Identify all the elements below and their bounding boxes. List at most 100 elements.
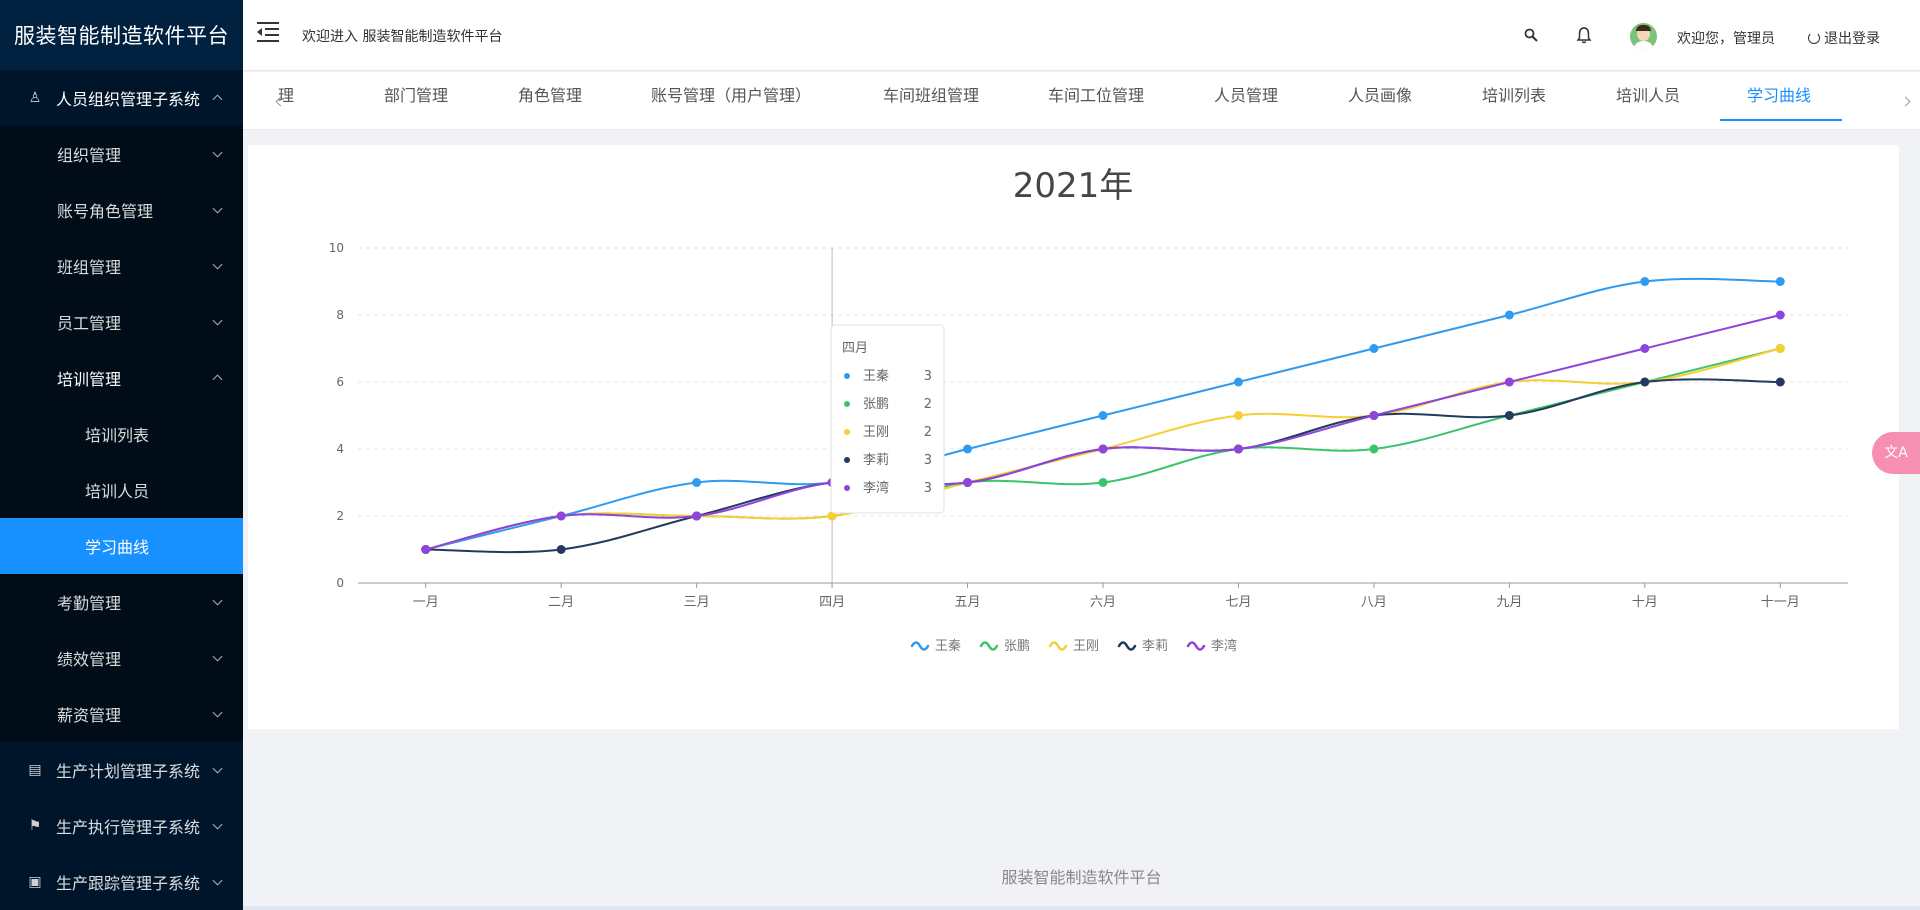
chart-panel: 2021年 0 2 4 6 8 10 一月 二月 三月 四月 五月 六月 七月 八月 九月 十月 十一月 王秦 张鹏王… <box>248 145 1899 729</box>
legend-item-0: 王秦 <box>935 639 961 654</box>
legend-item-2: 王刚 <box>1073 639 1099 654</box>
logout-icon <box>1808 32 1820 44</box>
tooltip-title: 四月 <box>842 341 868 356</box>
sidebar-item-label: 薪资管理 <box>57 706 122 725</box>
data-point <box>1098 444 1108 454</box>
tooltip-row-name: 张鹏 <box>863 397 889 412</box>
tooltip-row-name: 李莉 <box>863 453 889 468</box>
tab-2[interactable]: 角色管理 <box>518 86 583 105</box>
chevron-up-icon <box>212 374 223 385</box>
y-tick-label: 4 <box>336 442 344 456</box>
data-point <box>1504 411 1514 420</box>
chevron-down-icon <box>212 315 223 326</box>
data-point <box>1775 310 1785 320</box>
sidebar-item-label: 培训人员 <box>85 482 150 501</box>
x-tick-label: 六月 <box>1090 595 1116 610</box>
tooltip-row-value: 2 <box>924 397 932 412</box>
tab-6[interactable]: 人员管理 <box>1214 86 1279 105</box>
data-point <box>556 511 566 521</box>
tooltip-marker <box>844 373 850 379</box>
logout-button[interactable]: 退出登录 <box>1808 28 1880 48</box>
x-tick-label: 五月 <box>955 595 981 610</box>
bell-icon[interactable] <box>1575 26 1593 44</box>
tab-3[interactable]: 账号管理（用户管理） <box>651 86 812 105</box>
chevron-down-icon <box>212 819 223 830</box>
active-tab-indicator <box>1720 119 1842 121</box>
welcome-text: 欢迎进入 服装智能制造软件平台 <box>302 29 503 45</box>
bottom-divider <box>243 906 1920 910</box>
tooltip-row-value: 3 <box>924 453 932 468</box>
x-tick-label: 三月 <box>684 595 710 610</box>
x-tick-label: 十月 <box>1632 595 1658 610</box>
data-point <box>1233 444 1243 454</box>
tab-9[interactable]: 培训人员 <box>1616 86 1681 105</box>
tooltip-row-name: 王秦 <box>863 369 889 384</box>
sidebar-item-label: 培训列表 <box>85 426 150 445</box>
x-tick-label: 七月 <box>1225 595 1251 610</box>
legend-item-4: 李湾 <box>1211 638 1237 654</box>
tooltip-box <box>830 324 945 514</box>
translate-button[interactable]: 文A <box>1872 432 1920 474</box>
data-point <box>1640 377 1650 387</box>
data-point <box>692 478 702 487</box>
x-tick-label: 九月 <box>1496 595 1522 610</box>
tab-4[interactable]: 车间班组管理 <box>883 86 980 105</box>
menu-collapse-icon[interactable] <box>257 20 279 42</box>
tab-scroll-left-icon[interactable] <box>243 72 283 129</box>
x-tick-label: 二月 <box>548 595 574 610</box>
sidebar-item-7[interactable]: 培训人员 <box>0 462 243 518</box>
sidebar-item-3[interactable]: 班组管理 <box>0 238 243 294</box>
sidebar-item-13[interactable]: ⚑ 生产执行管理子系统 <box>0 798 243 854</box>
chevron-down-icon <box>212 763 223 774</box>
data-point <box>1640 277 1650 286</box>
legend-wave-icon <box>1117 641 1137 651</box>
x-tick-label: 一月 <box>413 595 439 610</box>
sidebar-item-0[interactable]: ♙ 人员组织管理子系统 <box>0 70 243 126</box>
x-tick-label: 四月 <box>819 595 845 610</box>
tab-10[interactable]: 学习曲线 <box>1747 86 1812 105</box>
sidebar-item-14[interactable]: ▣ 生产跟踪管理子系统 <box>0 854 243 910</box>
legend-item-3: 李莉 <box>1142 639 1168 654</box>
sidebar-item-1[interactable]: 组织管理 <box>0 126 243 182</box>
sidebar-item-9[interactable]: 考勤管理 <box>0 574 243 630</box>
sidebar-item-4[interactable]: 员工管理 <box>0 294 243 350</box>
y-tick-label: 6 <box>336 375 344 389</box>
avatar[interactable] <box>1630 23 1657 50</box>
tab-0[interactable]: 理 <box>278 86 295 105</box>
chevron-down-icon <box>212 651 223 662</box>
tooltip-row-value: 3 <box>924 369 932 384</box>
data-point <box>1098 478 1108 487</box>
tooltip-row-value: 3 <box>924 481 932 496</box>
data-point <box>827 511 837 521</box>
y-tick-label: 2 <box>336 509 344 523</box>
tooltip-row-value: 2 <box>924 425 932 440</box>
user-icon: ♙ <box>28 90 42 106</box>
data-point <box>1504 310 1514 320</box>
learning-curve-chart: 2021年0246810一月 二月 三月 四月 五月 六月 七月 八月 九月 十月 十一月王秦 张鹏王… <box>329 166 1848 654</box>
sidebar: 服装智能制造软件平台 ♙ 人员组织管理子系统 组织管理 账号角色管理 班组管理 员工管理培… <box>0 0 243 910</box>
search-icon[interactable] <box>1524 28 1538 42</box>
chevron-down-icon <box>212 203 223 214</box>
data-point <box>1504 377 1514 387</box>
legend-wave-icon <box>910 641 930 651</box>
sidebar-item-10[interactable]: 绩效管理 <box>0 630 243 686</box>
tooltip-marker <box>844 485 850 491</box>
tab-8[interactable]: 培训列表 <box>1482 86 1547 105</box>
sidebar-item-12[interactable]: ▤ 生产计划管理子系统 <box>0 742 243 798</box>
footer-text: 服装智能制造软件平台 <box>1001 868 1162 887</box>
chevron-down-icon <box>212 147 223 158</box>
sidebar-item-6[interactable]: 培训列表 <box>0 406 243 462</box>
data-point <box>1369 444 1379 454</box>
sidebar-item-11[interactable]: 薪资管理 <box>0 686 243 742</box>
tab-7[interactable]: 人员画像 <box>1348 86 1413 105</box>
sidebar-item-8[interactable]: 学习曲线 <box>0 518 243 574</box>
tab-scroll-right-icon[interactable] <box>1880 72 1920 129</box>
sidebar-item-2[interactable]: 账号角色管理 <box>0 182 243 238</box>
sidebar-item-5[interactable]: 培训管理 <box>0 350 243 406</box>
tab-5[interactable]: 车间工位管理 <box>1048 86 1145 105</box>
data-point <box>1098 411 1108 420</box>
sidebar-item-label: 培训管理 <box>57 370 122 389</box>
y-tick-label: 8 <box>336 308 344 322</box>
tab-1[interactable]: 部门管理 <box>384 86 449 105</box>
data-point <box>692 511 702 521</box>
